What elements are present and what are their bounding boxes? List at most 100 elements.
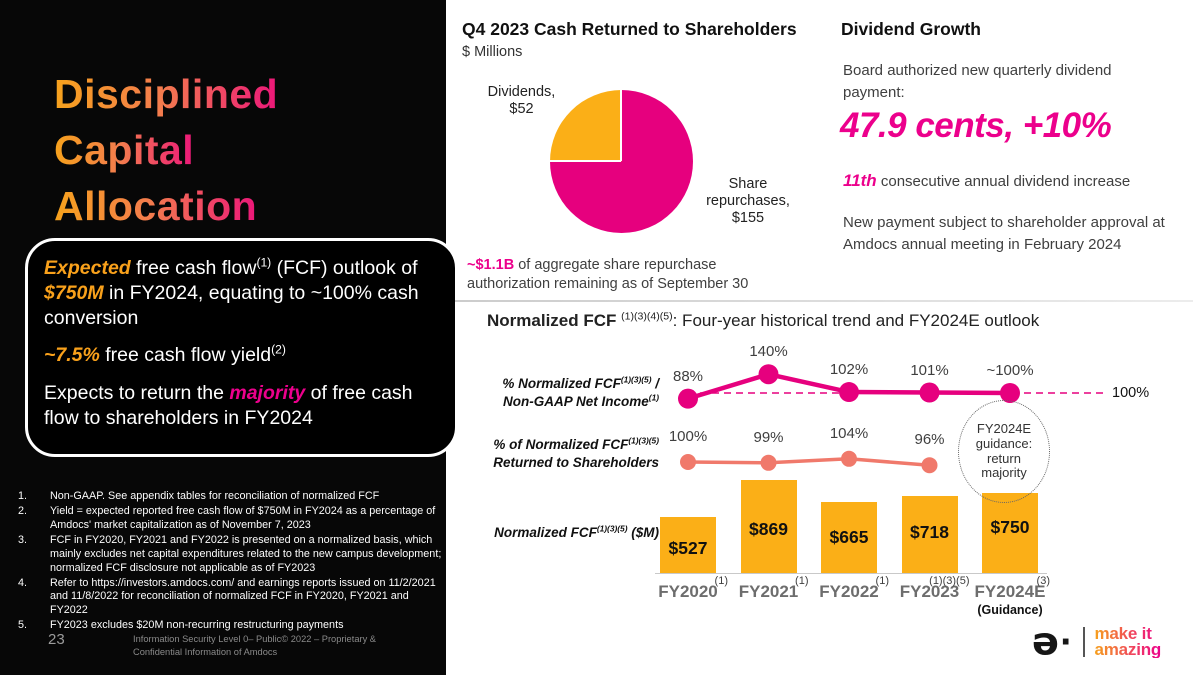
slide-title-line-3: Allocation [54, 178, 257, 234]
text-segment: Normalized FCF [494, 525, 597, 540]
page-number: 23 [48, 631, 65, 648]
text-segment: ~$1.1B [467, 257, 515, 273]
text-segment: (1)(3)(5) [596, 523, 628, 534]
row-label-line: Non-GAAP Net Income(1) [502, 393, 659, 411]
text-segment: (1)(3)(5) [628, 435, 659, 446]
footnote-number: 5. [18, 619, 28, 632]
footnote-number: 4. [18, 576, 28, 589]
bar-value-label: $718 [910, 522, 949, 543]
text-segment: ($M) [627, 525, 659, 540]
text-segment: free cash flow [130, 257, 257, 279]
line-value-label: 104% [829, 424, 869, 442]
x-axis-superscript: (1)(3)(5) [929, 575, 970, 587]
amdocs-a-mark-icon: ə [1032, 620, 1060, 664]
text-segment: 11th [843, 171, 877, 190]
bar-value-label: $869 [749, 519, 788, 540]
text-segment: Expected [44, 257, 131, 279]
text-segment: $750M [44, 281, 104, 304]
footnote-text: FY2023 excludes $20M non-recurring restr… [50, 619, 344, 632]
row-label-line: Normalized FCF(1)(3)(5) ($M) [494, 524, 659, 542]
ref-line-label: 100% [1112, 385, 1150, 401]
footnotes-list: 1. Non-GAAP. See appendix tables for reco… [18, 490, 442, 634]
callout-paragraph-2: ~7.5% free cash flow yield(2) [44, 343, 439, 368]
pie-section-title: Q4 2023 Cash Returned to Shareholders [462, 19, 797, 39]
x-axis-label-FY2024E: FY2024E [974, 582, 1046, 601]
line-value-label: 96% [914, 431, 945, 449]
slide-title-line-2: Capital [54, 122, 194, 178]
footnote-text: FCF in FY2020, FY2021 and FY2022 is pres… [50, 533, 442, 574]
x-axis-label-FY2021: FY2021 [738, 582, 799, 601]
bar-value-label: $665 [829, 526, 869, 547]
line-value-label: 101% [910, 361, 949, 379]
x-axis-superscript: (1) [795, 575, 809, 587]
text-segment: (1) [256, 255, 272, 270]
fcf-outlook-callout: Expected free cash flow(1) (FCF) outlook… [25, 238, 458, 457]
fcf-combo-chart: % Normalized FCF(1)(3)(5) / Non-GAAP Net… [455, 335, 1200, 635]
line-value-label: 88% [672, 367, 704, 385]
slide-title-line-1: Disciplined [54, 66, 278, 122]
line-value-label: ~100% [986, 362, 1034, 379]
row-label-line: Returned to Shareholders [493, 454, 659, 472]
x-axis-guidance-label: (Guidance) [977, 603, 1043, 617]
x-axis-label-FY2023: FY2023 [899, 582, 960, 601]
pie-slice-separator [620, 90, 622, 161]
x-axis-superscript: (1) [714, 575, 728, 587]
footnote-text: Non-GAAP. See appendix tables for reconc… [50, 490, 380, 502]
text-segment: majority [229, 382, 306, 404]
text-segment: (1)(3)(4)(5) [621, 310, 673, 323]
line-value-label: 100% [668, 428, 708, 445]
bar-FY2021 [740, 480, 797, 573]
pie-slice-separator [550, 160, 621, 162]
logo-tagline-line-2: amazing [1094, 640, 1162, 659]
row-label-line: % Normalized FCF(1)(3)(5) / [502, 375, 659, 393]
x-axis-label-FY2020: FY2020 [658, 582, 718, 601]
text-segment: / [651, 376, 659, 391]
line-series-plot [678, 364, 1105, 474]
x-axis-label-FY2022: FY2022 [819, 582, 879, 601]
footnote-item: 2. Yield = expected reported free cash fl… [18, 505, 442, 533]
pie-section-subtitle: $ Millions [462, 44, 523, 60]
footnote-item: 4. Refer to https://investors.amdocs.com/… [18, 577, 442, 619]
dividend-amount-highlight: 47.9 cents, +10% [840, 106, 1112, 145]
bar-FY2022 [821, 501, 877, 573]
text-segment: (1) [648, 392, 659, 403]
text-segment: of aggregate share repurchase authorizat… [467, 257, 749, 293]
text-segment: (FCF) outlook of [271, 257, 418, 279]
footnote-item: 3. FCF in FY2020, FY2021 and FY2022 is pr… [18, 534, 442, 576]
footnote-number: 1. [18, 490, 28, 502]
text-segment: in FY2024, equating to ~100% cash conver… [44, 281, 419, 329]
footnote-text: Refer to https://investors.amdocs.com/ a… [50, 576, 436, 617]
footer-confidentiality-note: Information Security Level 0– Public© 20… [133, 634, 377, 658]
amdocs-logo: ə · make it amazing [1032, 622, 1161, 662]
text-segment: of free cash flow to shareholders in FY2… [44, 382, 413, 429]
dividend-board-text: Board authorized new quarterly dividend … [843, 62, 1112, 101]
left-panel: Disciplined Capital Allocation Expected … [0, 0, 458, 675]
dividend-approval-text: New payment subject to shareholder appro… [843, 214, 1165, 253]
footnote-number: 2. [18, 504, 28, 517]
pie-label-share-repurchases: Share repurchases, $155 [706, 176, 790, 227]
repurchase-authorization-note: ~$1.1B of aggregate share repurchase aut… [467, 256, 773, 294]
text-segment: Returned to Shareholders [493, 454, 659, 470]
bar-FY2020 [660, 516, 716, 573]
bar-FY2024E [982, 492, 1038, 573]
text-segment: Non-GAAP Net Income [503, 393, 649, 409]
row-label-normalized-fcf: Normalized FCF(1)(3)(5) ($M) [494, 524, 659, 542]
amdocs-dot-icon: · [1060, 620, 1074, 664]
row-label-fcf-net-income: % Normalized FCF(1)(3)(5) / Non-GAAP Net… [502, 375, 659, 410]
dividend-section-title: Dividend Growth [841, 19, 981, 39]
text-segment: % of Normalized FCF [493, 437, 629, 452]
slide-title: Disciplined Capital Allocation [54, 66, 278, 234]
bar-value-label: $527 [668, 537, 708, 558]
line-value-label: 102% [829, 361, 869, 379]
dividend-increase-text: 11th consecutive annual dividend increas… [843, 171, 1130, 191]
text-segment: ~7.5% [44, 344, 100, 367]
row-label-returned-to-shareholders: % of Normalized FCF(1)(3)(5) Returned to… [493, 436, 659, 471]
line-value-label: 99% [753, 428, 784, 446]
footnote-item: 1. Non-GAAP. See appendix tables for reco… [18, 490, 442, 504]
text-segment: : Four-year historical trend and FY2024E… [672, 311, 1040, 330]
pie-label-dividends: Dividends, $52 [487, 84, 556, 118]
x-axis-superscript: (1) [875, 575, 889, 587]
text-segment: free cash flow yield [99, 344, 272, 367]
footnote-item: 5. FY2023 excludes $20M non-recurring res… [18, 619, 442, 633]
